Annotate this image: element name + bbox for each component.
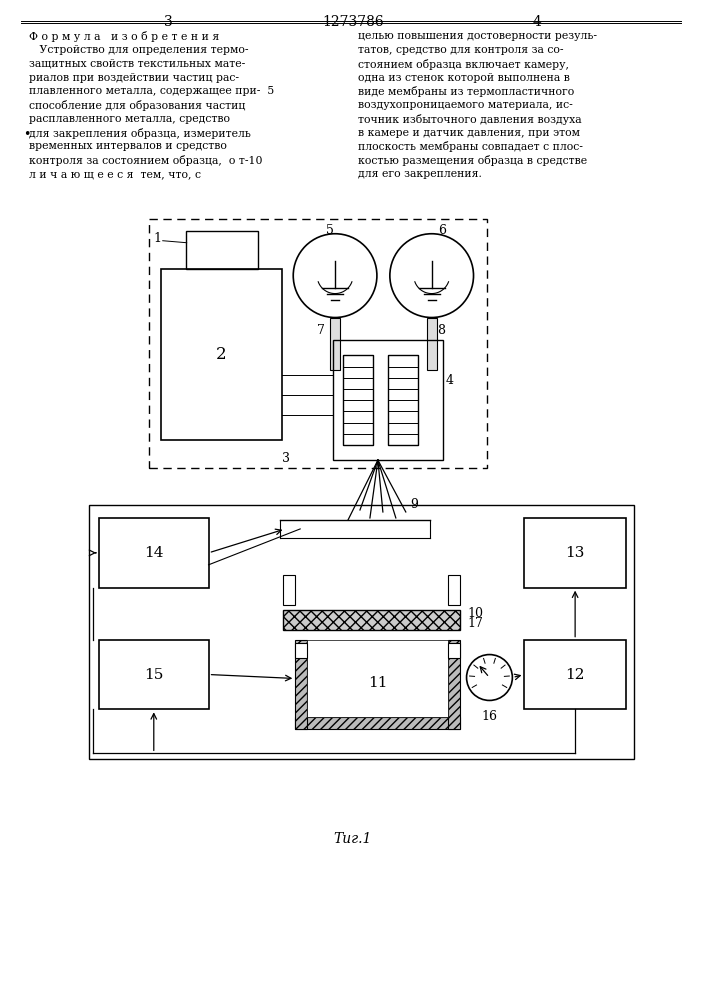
Text: одна из стенок которой выполнена в: одна из стенок которой выполнена в	[358, 73, 570, 83]
Text: 16: 16	[481, 710, 498, 723]
Text: 15: 15	[144, 668, 163, 682]
Text: защитных свойств текстильных мате-: защитных свойств текстильных мате-	[29, 59, 245, 69]
Text: плоскость мембраны совпадает с плос-: плоскость мембраны совпадает с плос-	[358, 141, 583, 152]
Text: целью повышения достоверности резуль-: целью повышения достоверности резуль-	[358, 31, 597, 41]
Text: расплавленного металла, средство: расплавленного металла, средство	[29, 114, 230, 124]
Bar	[307, 640, 448, 717]
Bar	[427, 318, 437, 370]
Bar	[388, 355, 418, 445]
Bar	[99, 640, 209, 709]
Bar	[448, 575, 460, 605]
Bar	[160, 269, 282, 440]
Text: для закрепления образца, измеритель: для закрепления образца, измеритель	[29, 128, 251, 139]
Bar	[296, 717, 460, 729]
Bar	[284, 610, 460, 630]
Text: 3: 3	[282, 452, 291, 465]
Text: для его закрепления.: для его закрепления.	[358, 169, 482, 179]
Text: 12: 12	[566, 668, 585, 682]
Text: способление для образования частиц: способление для образования частиц	[29, 100, 245, 111]
Text: риалов при воздействии частиц рас-: риалов при воздействии частиц рас-	[29, 73, 239, 83]
Text: 9: 9	[410, 498, 418, 511]
Circle shape	[467, 655, 513, 700]
Text: 2: 2	[216, 346, 227, 363]
Bar	[186, 231, 258, 269]
Text: 4: 4	[445, 374, 454, 387]
Text: воздухопроницаемого материала, ис-: воздухопроницаемого материала, ис-	[358, 100, 573, 110]
Bar	[284, 575, 296, 605]
Bar	[296, 643, 307, 658]
Text: стоянием образца включает камеру,: стоянием образца включает камеру,	[358, 59, 569, 70]
Bar	[525, 640, 626, 709]
Bar	[343, 355, 373, 445]
Text: плавленного металла, содержащее при-  5: плавленного металла, содержащее при- 5	[29, 86, 274, 96]
Text: 5: 5	[326, 224, 334, 237]
Bar	[333, 340, 443, 460]
Text: 6: 6	[438, 224, 445, 237]
Bar	[99, 518, 209, 588]
Text: 10: 10	[467, 607, 484, 620]
Text: 3: 3	[164, 15, 173, 29]
Text: виде мембраны из термопластичного: виде мембраны из термопластичного	[358, 86, 574, 97]
Bar	[330, 318, 340, 370]
Text: контроля за состоянием образца,  о т-10: контроля за состоянием образца, о т-10	[29, 155, 263, 166]
Text: 17: 17	[467, 617, 484, 630]
Text: Τиг.1: Τиг.1	[334, 832, 372, 846]
Bar	[525, 518, 626, 588]
Text: 14: 14	[144, 546, 163, 560]
Text: в камере и датчик давления, при этом: в камере и датчик давления, при этом	[358, 128, 580, 138]
Text: 1273786: 1273786	[322, 15, 384, 29]
Text: 8: 8	[437, 324, 445, 337]
Bar	[296, 640, 307, 729]
Text: Ф о р м у л а   и з о б р е т е н и я: Ф о р м у л а и з о б р е т е н и я	[29, 31, 220, 42]
Text: костью размещения образца в средстве: костью размещения образца в средстве	[358, 155, 587, 166]
Text: Устройство для определения термо-: Устройство для определения термо-	[29, 45, 249, 55]
Bar	[448, 640, 460, 729]
Text: 1: 1	[154, 232, 162, 245]
Text: •: •	[23, 128, 30, 141]
Text: л и ч а ю щ е е с я  тем, что, с: л и ч а ю щ е е с я тем, что, с	[29, 169, 201, 179]
Text: временных интервалов и средство: временных интервалов и средство	[29, 141, 227, 151]
Text: татов, средство для контроля за со-: татов, средство для контроля за со-	[358, 45, 563, 55]
Text: 13: 13	[566, 546, 585, 560]
Text: 7: 7	[317, 324, 325, 337]
Bar	[448, 643, 460, 658]
Text: точник избыточного давления воздуха: точник избыточного давления воздуха	[358, 114, 582, 125]
Bar	[89, 505, 634, 759]
Text: 11: 11	[368, 676, 387, 690]
Text: 4: 4	[533, 15, 542, 29]
